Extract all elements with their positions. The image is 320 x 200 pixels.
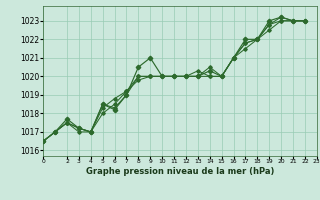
X-axis label: Graphe pression niveau de la mer (hPa): Graphe pression niveau de la mer (hPa) (86, 167, 274, 176)
